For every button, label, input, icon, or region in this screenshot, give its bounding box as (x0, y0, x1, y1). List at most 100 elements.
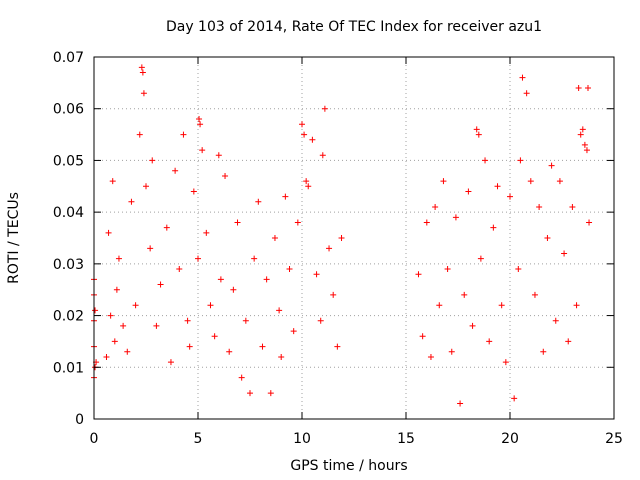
chart-title: Day 103 of 2014, Rate Of TEC Index for r… (166, 19, 542, 35)
data-point (511, 395, 518, 402)
data-point (573, 302, 580, 309)
data-point (271, 235, 278, 241)
data-point (238, 374, 245, 381)
data-point (448, 348, 455, 355)
plot-frame (93, 56, 615, 420)
data-point (419, 333, 426, 340)
data-point (423, 219, 430, 226)
data-point (457, 400, 464, 407)
data-point (321, 105, 328, 112)
data-point (247, 390, 253, 397)
data-point (465, 188, 472, 195)
data-point (502, 359, 509, 366)
y-tick-label: 0.01 (53, 360, 84, 376)
data-point (309, 136, 316, 143)
data-point (138, 64, 145, 71)
data-point (299, 121, 305, 128)
data-point (105, 229, 112, 236)
data-point (113, 286, 120, 293)
data-point (143, 183, 149, 190)
data-point (282, 193, 289, 200)
data-point (140, 90, 147, 97)
data-point (313, 271, 320, 278)
data-point (486, 338, 493, 345)
data-point (473, 126, 480, 133)
data-point (132, 302, 139, 309)
data-point (507, 193, 513, 200)
data-point (103, 353, 110, 360)
data-point (197, 121, 204, 128)
data-point (436, 302, 443, 309)
data-point (498, 302, 505, 309)
y-tick-label: 0.03 (53, 257, 84, 273)
data-point (234, 219, 241, 226)
data-point (184, 317, 191, 324)
data-point (565, 338, 572, 345)
data-point (190, 188, 197, 195)
data-point (136, 131, 143, 138)
axis-ticks (93, 56, 615, 420)
data-point (583, 147, 590, 154)
data-point (475, 131, 482, 138)
x-tick-label: 10 (293, 431, 311, 447)
x-tick-label: 25 (605, 431, 623, 447)
data-point (517, 157, 524, 164)
data-point (276, 307, 283, 314)
data-point (494, 183, 501, 190)
data-point (176, 266, 183, 273)
data-point (157, 281, 164, 288)
data-point (523, 90, 530, 97)
y-axis-label: ROTI / TECUs (6, 192, 22, 284)
data-point (109, 178, 116, 185)
x-tick-label: 0 (90, 431, 99, 447)
grid-lines (94, 57, 614, 419)
data-point (536, 203, 543, 210)
data-point (440, 178, 447, 185)
tick-labels: 0 0.01 0.02 0.03 0.04 0.05 0.06 0.07 0 5 10 15 20 25 (53, 50, 623, 447)
data-point (255, 198, 262, 205)
data-point (230, 286, 237, 293)
data-point (163, 224, 170, 231)
data-point (139, 69, 146, 76)
data-point (556, 178, 563, 185)
data-point (527, 178, 534, 185)
data-point (575, 85, 582, 92)
data-point (199, 147, 206, 154)
data-point (531, 291, 538, 298)
data-point (415, 271, 422, 278)
data-point (585, 85, 591, 92)
data-point (286, 266, 293, 273)
data-point (482, 157, 489, 164)
x-tick-label: 15 (397, 431, 415, 447)
y-tick-label: 0.02 (53, 309, 84, 325)
data-point (519, 74, 526, 81)
data-point (186, 343, 193, 350)
data-point (147, 245, 154, 252)
data-point (167, 359, 174, 366)
data-point (469, 322, 476, 329)
data-point (330, 291, 337, 298)
data-point (92, 307, 99, 314)
data-point (195, 255, 201, 262)
data-point (203, 229, 210, 236)
data-point (120, 322, 127, 329)
data-point (317, 317, 324, 324)
data-point (180, 131, 187, 138)
data-point (217, 276, 224, 283)
data-point (427, 353, 434, 360)
data-point (196, 116, 203, 123)
y-tick-label: 0.05 (53, 153, 84, 169)
data-point (278, 353, 285, 360)
data-point (226, 348, 233, 355)
data-point (319, 152, 326, 159)
data-point (290, 328, 297, 335)
data-point (149, 157, 156, 164)
data-point (444, 266, 451, 273)
y-tick-label: 0.04 (53, 205, 84, 221)
data-point (128, 198, 135, 205)
data-point (490, 224, 497, 231)
data-point (124, 348, 131, 355)
data-point (586, 219, 593, 226)
data-point (581, 141, 588, 148)
